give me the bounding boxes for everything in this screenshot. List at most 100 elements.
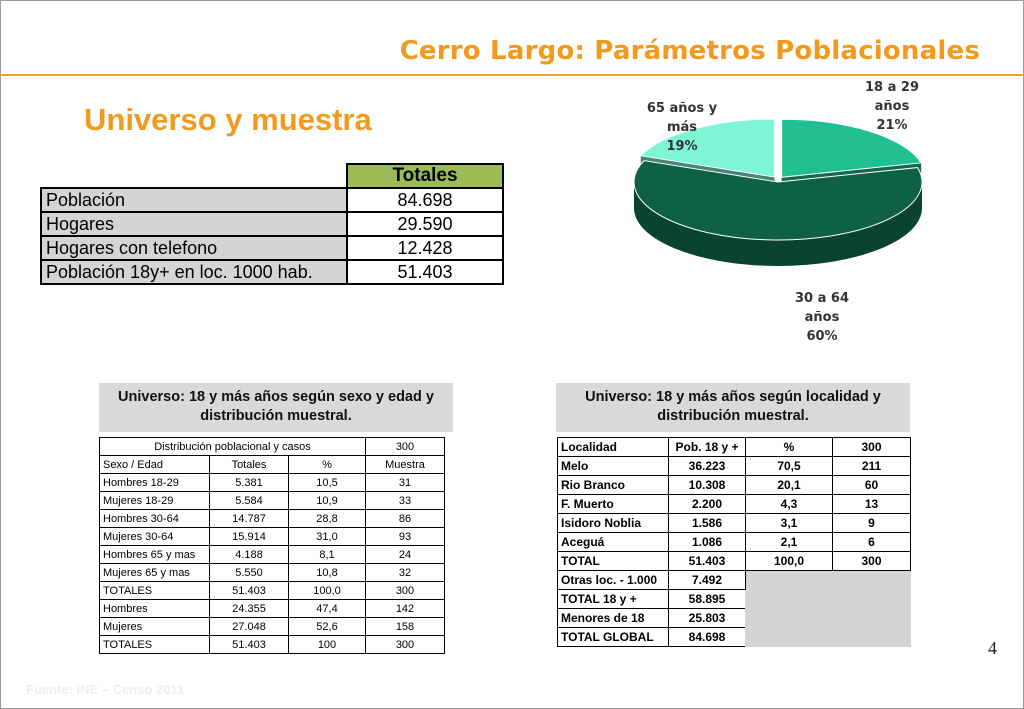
sex-age-rows: Hombres 18-29 5.381 10,5 31 Mujeres 18-29 5.5… [99, 473, 445, 654]
row-label: Población [40, 187, 348, 213]
pie-label-line: años [804, 310, 840, 325]
row-label: Aceguá [557, 532, 669, 552]
table-cell: 10.308 [668, 475, 746, 495]
table-cell: 28,8 [288, 509, 366, 528]
table-row: Población 18y+ en loc. 1000 hab. 51.403 [40, 259, 504, 285]
table-row: Aceguá 1.086 2,1 6 [557, 532, 911, 552]
table-cell: 36.223 [668, 456, 746, 476]
locality-caption: Universo: 18 y más años según localidad … [556, 383, 910, 432]
table-cell: 15.914 [209, 527, 289, 546]
row-label: Mujeres [99, 617, 210, 636]
table-row: F. Muerto 2.200 4,3 13 [557, 494, 911, 514]
table-cell: 32 [365, 563, 445, 582]
table-cell: 58.895 [668, 589, 746, 609]
table-cell: 10,9 [288, 491, 366, 510]
table-cell: 300 [365, 581, 445, 600]
table-row: Hogares con telefono 12.428 [40, 235, 504, 261]
sex-age-caption: Universo: 18 y más años según sexo y eda… [99, 383, 453, 432]
column-header: 300 [832, 437, 911, 457]
table-cell: 51.403 [209, 635, 289, 654]
table-cell: 100,0 [745, 551, 833, 571]
pie-label-65-plus: 65 años y más 19% [632, 99, 732, 156]
table-row: Mujeres 18-29 5.584 10,9 33 [99, 491, 445, 510]
table-cell: 52,6 [288, 617, 366, 636]
blank-area [745, 570, 911, 647]
locality-rows: Melo 36.223 70,5 211 Rio Branco 10.308 20,1 60 F… [557, 456, 911, 647]
table-cell: 142 [365, 599, 445, 618]
table-cell: 60 [832, 475, 911, 495]
column-header: Localidad [557, 437, 669, 457]
table-row: TOTALES 51.403 100 300 [99, 635, 445, 654]
table-cell: 31,0 [288, 527, 366, 546]
table-row: Población 84.698 [40, 187, 504, 213]
table-row: Otras loc. - 1.000 7.492 [557, 570, 911, 647]
pie-label-line: 65 años y [646, 101, 718, 116]
row-label: Hombres 65 y mas [99, 545, 210, 564]
column-header: % [288, 455, 366, 474]
table-row: Mujeres 30-64 15.914 31,0 93 [99, 527, 445, 546]
table-cell: 51.403 [209, 581, 289, 600]
page-title: Cerro Largo: Parámetros Poblacionales [399, 36, 980, 66]
table-cell: 24.355 [209, 599, 289, 618]
table-row: Menores de 18 25.803 [557, 608, 911, 628]
column-header: Sexo / Edad [99, 455, 210, 474]
row-value: 51.403 [346, 259, 504, 285]
row-label: Mujeres 30-64 [99, 527, 210, 546]
pie-slice [639, 118, 776, 178]
pie-label-line: 21% [876, 118, 908, 133]
table-cell: 5.550 [209, 563, 289, 582]
page-number: 4 [988, 638, 997, 658]
table-cell: 4.188 [209, 545, 289, 564]
row-value: 84.698 [346, 187, 504, 213]
table-row: Totales [40, 163, 504, 189]
row-label: TOTAL [557, 551, 669, 571]
distribution-header: Distribución poblacional y casos [99, 437, 366, 456]
row-label: Melo [557, 456, 669, 476]
source-note: Fuente: INE – Censo 2011 [26, 682, 185, 697]
table-row: Sexo / Edad Totales % Muestra [99, 455, 445, 474]
pie-slice-side [634, 182, 922, 266]
table-cell: 100 [288, 635, 366, 654]
table-cell: 4,3 [745, 494, 833, 514]
table-row: TOTALES 51.403 100,0 300 [99, 581, 445, 600]
table-cell: 211 [832, 456, 911, 476]
table-row: Distribución poblacional y casos 300 [99, 437, 445, 456]
row-label: Otras loc. - 1.000 [557, 570, 669, 590]
table-row: Hombres 30-64 14.787 28,8 86 [99, 509, 445, 528]
table-cell [40, 163, 348, 189]
row-label: Mujeres 65 y mas [99, 563, 210, 582]
table-cell: 13 [832, 494, 911, 514]
table-cell: 93 [365, 527, 445, 546]
row-label: TOTAL 18 y + [557, 589, 669, 609]
locality-table: Localidad Pob. 18 y + % 300 Melo 36.223 70… [557, 437, 911, 647]
row-label: TOTALES [99, 581, 210, 600]
table-cell: 14.787 [209, 509, 289, 528]
table-cell: 31 [365, 473, 445, 492]
row-value: 29.590 [346, 211, 504, 237]
table-cell: 100,0 [288, 581, 366, 600]
row-value: 12.428 [346, 235, 504, 261]
table-cell: 2,1 [745, 532, 833, 552]
pie-label-line: 60% [806, 329, 838, 344]
table-cell: 300 [365, 635, 445, 654]
column-header: Totales [209, 455, 289, 474]
row-label: Hogares con telefono [40, 235, 348, 261]
table-cell: 158 [365, 617, 445, 636]
table-cell: 300 [832, 551, 911, 571]
table-row: Hombres 65 y mas 4.188 8,1 24 [99, 545, 445, 564]
row-label: F. Muerto [557, 494, 669, 514]
table-cell: 1.586 [668, 513, 746, 533]
pie-label-line: más [666, 120, 698, 135]
row-label: Población 18y+ en loc. 1000 hab. [40, 259, 348, 285]
table-cell: 6 [832, 532, 911, 552]
table-cell: 5.381 [209, 473, 289, 492]
totals-header: Totales [346, 163, 504, 189]
column-header: % [745, 437, 833, 457]
table-cell: 27.048 [209, 617, 289, 636]
table-row: Rio Branco 10.308 20,1 60 [557, 475, 911, 495]
table-row: Hombres 18-29 5.381 10,5 31 [99, 473, 445, 492]
row-label: Hogares [40, 211, 348, 237]
totals-table: Totales Población 84.698 Hogares 29.590 … [40, 163, 504, 285]
age-pie-chart [633, 118, 923, 266]
pie-slice [781, 118, 923, 178]
